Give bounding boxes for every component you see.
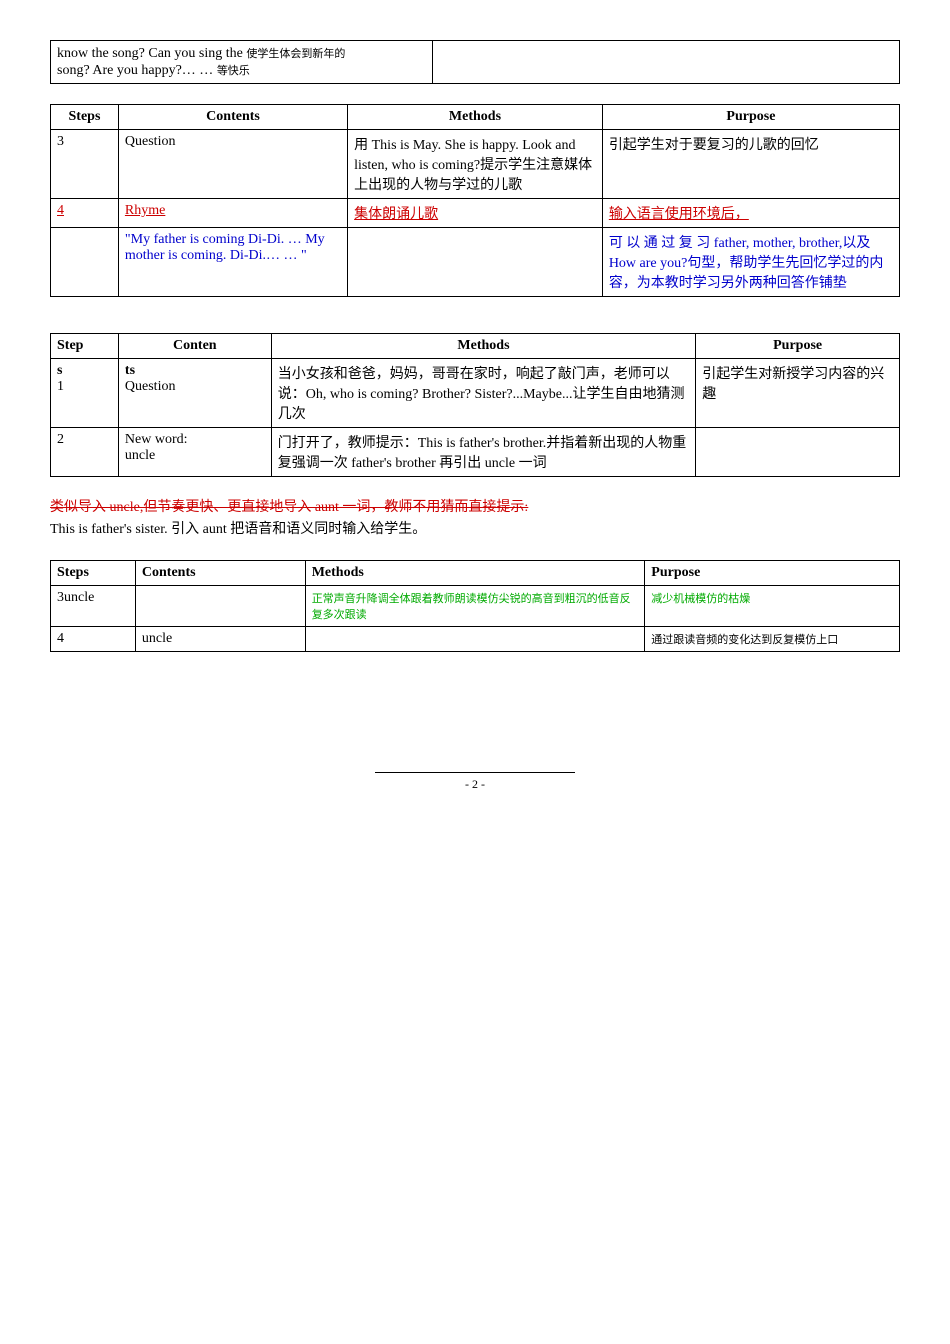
t1-h3: Methods — [348, 105, 603, 130]
t3-h2: Contents — [135, 560, 305, 585]
table-2: Step Conten Methods Purpose s 1 ts Quest… — [50, 333, 900, 477]
t1-r1-c2: Rhyme — [118, 199, 347, 228]
t1-r0-c1: 3 — [51, 130, 119, 199]
t1-r0-c3: 用 This is May. She is happy. Look and li… — [348, 130, 603, 199]
table-row: 4 Rhyme 集体朗诵儿歌 输入语言使用环境后， — [51, 199, 900, 228]
t3-r0-c2 — [135, 585, 305, 626]
t3-r0-c3: 正常声音升降调全体跟着教师朗读模仿尖锐的高音到粗沉的低音反复多次跟读 — [305, 585, 645, 626]
t2-s-label: s — [57, 363, 62, 378]
t1-r2-c2: "My father is coming Di-Di. … My mother … — [118, 228, 347, 297]
top-left-cell: know the song? Can you sing the 使学生体会到新年… — [51, 41, 433, 84]
t2-h1: Step — [51, 334, 119, 359]
table-3: Steps Contents Methods Purpose 3uncle 正常… — [50, 560, 900, 652]
t1-r1-c1: 4 — [51, 199, 119, 228]
t2-r1-c2-cell: New word: uncle — [118, 428, 271, 477]
table-row: s 1 ts Question 当小女孩和爸爸，妈妈，哥哥在家时，响起了敲门声，… — [51, 359, 900, 428]
top-table: know the song? Can you sing the 使学生体会到新年… — [50, 40, 900, 84]
t1-r1-c4: 输入语言使用环境后， — [602, 199, 899, 228]
table-row: "My father is coming Di-Di. … My mother … — [51, 228, 900, 297]
t2-r1-c2b: uncle — [125, 448, 155, 463]
t2-r1-c1: 2 — [51, 428, 119, 477]
mid-paragraph: 类似导入 uncle,但节奏更快、更直接地导入 aunt 一词，教师不用猜而直接… — [50, 497, 900, 542]
t1-h1: Steps — [51, 105, 119, 130]
t3-h4: Purpose — [645, 560, 900, 585]
t3-r0-c4: 减少机械模仿的枯燥 — [645, 585, 900, 626]
t2-r1-c2: New word: — [125, 432, 188, 447]
top-left-line2: song? Are you happy?… … — [57, 63, 213, 78]
t2-h3: Methods — [271, 334, 696, 359]
t2-r1-c3: 门打开了，教师提示：This is father's brother.并指着新出… — [271, 428, 696, 477]
t2-r0-c2: Question — [125, 379, 176, 394]
top-mid-line1: 使学生体会到新年的 — [246, 48, 345, 60]
t3-r1-c1: 4 — [51, 626, 136, 651]
t1-r2-c4: 可 以 通 过 复 习 father, mother, brother,以及 H… — [602, 228, 899, 297]
mid-strike: 类似导入 uncle,但节奏更快、更直接地导入 aunt 一词，教师不用猜而直接… — [50, 500, 528, 515]
t2-h2: Conten — [118, 334, 271, 359]
t2-r0-c1: 1 — [57, 379, 64, 394]
table-1: Steps Contents Methods Purpose 3 Questio… — [50, 104, 900, 297]
t1-r2-c1 — [51, 228, 119, 297]
t2-r0-c2-cell: ts Question — [118, 359, 271, 428]
t3-r1-c2: uncle — [135, 626, 305, 651]
top-mid-line2: 等快乐 — [217, 65, 250, 77]
t2-r0-c3: 当小女孩和爸爸，妈妈，哥哥在家时，响起了敲门声，老师可以说：Oh, who is… — [271, 359, 696, 428]
t3-r0-c1: 3uncle — [51, 585, 136, 626]
t3-h3: Methods — [305, 560, 645, 585]
t1-h4: Purpose — [602, 105, 899, 130]
page-footer: - 2 - — [375, 772, 575, 792]
t2-ts: ts — [125, 363, 135, 378]
top-right-cell — [433, 41, 900, 84]
table-row: 3uncle 正常声音升降调全体跟着教师朗读模仿尖锐的高音到粗沉的低音反复多次跟… — [51, 585, 900, 626]
t1-r0-c2: Question — [118, 130, 347, 199]
mid-plain: This is father's sister. 引入 aunt 把语音和语义同… — [50, 522, 426, 537]
t1-r0-c4: 引起学生对于要复习的儿歌的回忆 — [602, 130, 899, 199]
t1-h2: Contents — [118, 105, 347, 130]
t3-r1-c4: 通过跟读音频的变化达到反复模仿上口 — [645, 626, 900, 651]
t2-h4: Purpose — [696, 334, 900, 359]
t3-h1: Steps — [51, 560, 136, 585]
t2-r1-c4 — [696, 428, 900, 477]
t1-r2-c3 — [348, 228, 603, 297]
table-row: 4 uncle 通过跟读音频的变化达到反复模仿上口 — [51, 626, 900, 651]
t2-r0-c4: 引起学生对新授学习内容的兴趣 — [696, 359, 900, 428]
table-row: 3 Question 用 This is May. She is happy. … — [51, 130, 900, 199]
top-left-line1: know the song? Can you sing the — [57, 46, 243, 61]
t2-s-cell: s 1 — [51, 359, 119, 428]
t3-r1-c3 — [305, 626, 645, 651]
table-row: 2 New word: uncle 门打开了，教师提示：This is fath… — [51, 428, 900, 477]
t1-r1-c3: 集体朗诵儿歌 — [348, 199, 603, 228]
